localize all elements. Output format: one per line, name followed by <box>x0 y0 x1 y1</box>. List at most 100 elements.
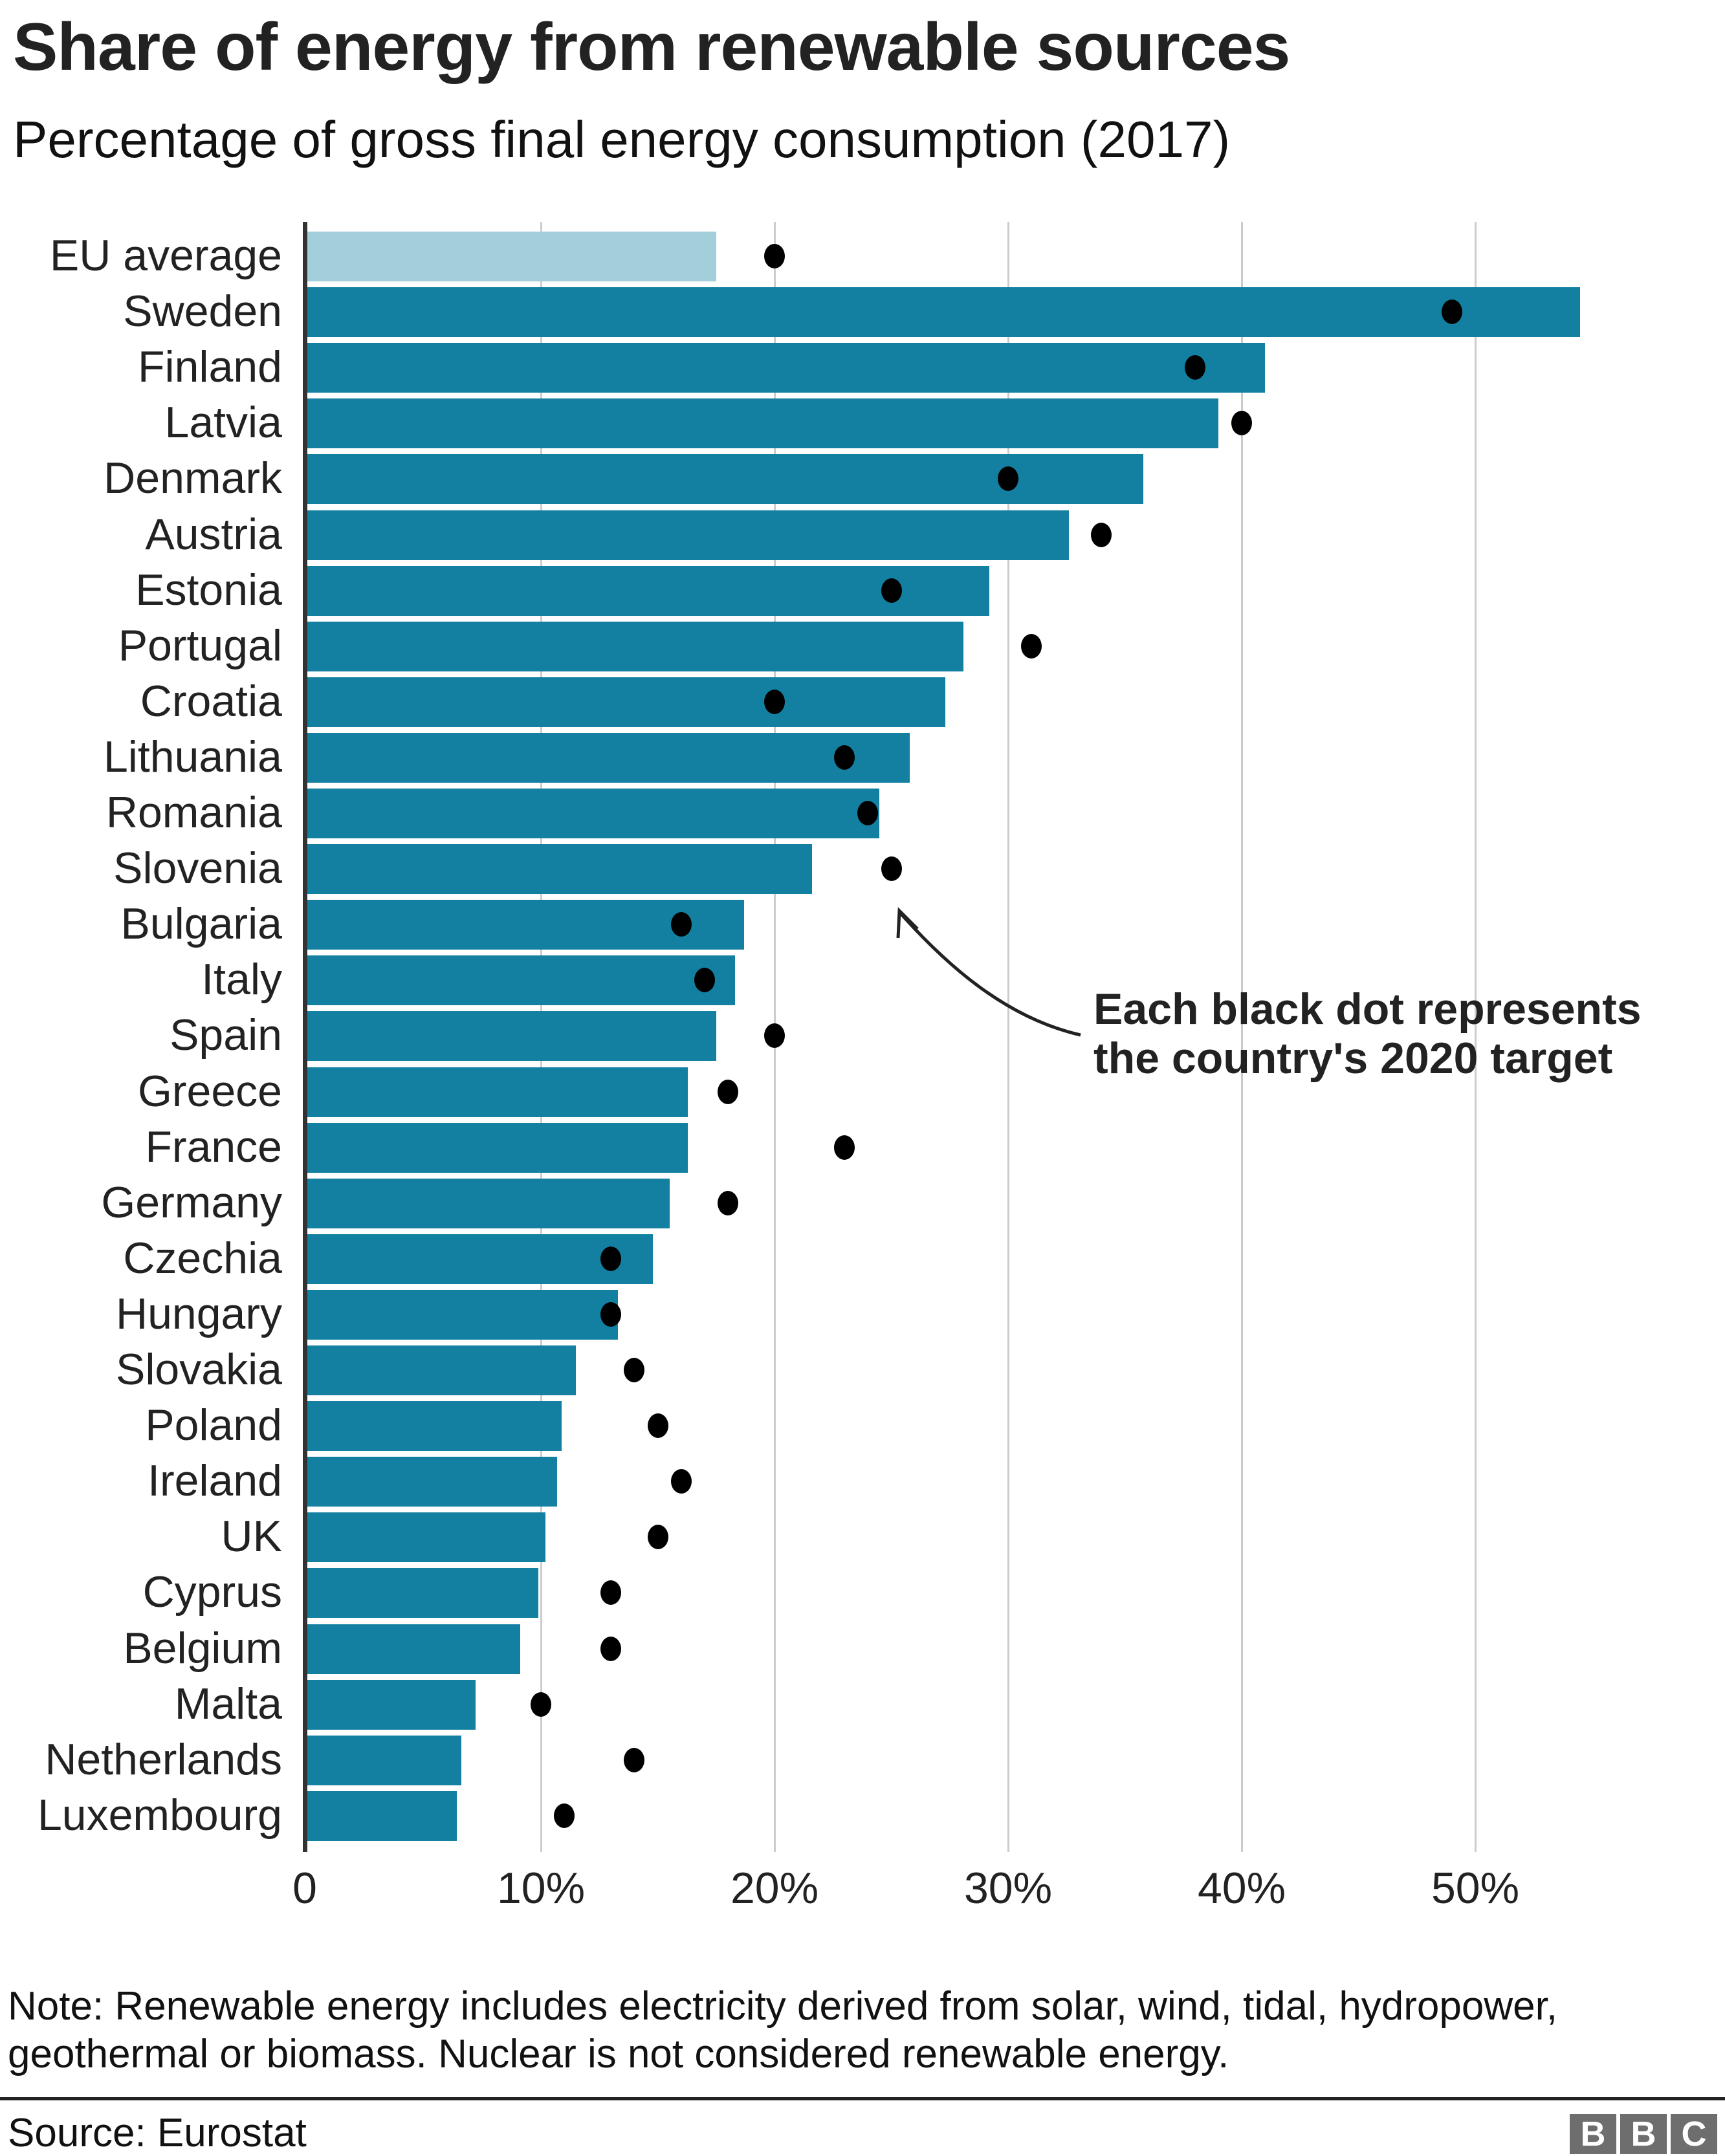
target-dot-icon <box>600 1246 622 1271</box>
target-dot-icon <box>764 1023 785 1049</box>
country-bar <box>307 1457 558 1507</box>
chart-row: Italy <box>0 955 1725 1006</box>
chart-row: Latvia <box>0 398 1725 449</box>
category-label: Greece <box>138 1066 282 1116</box>
country-bar <box>307 565 990 616</box>
country-bar <box>307 789 880 838</box>
chart-row: Denmark <box>0 453 1725 505</box>
country-bar <box>307 1345 577 1395</box>
target-dot-icon <box>554 1803 575 1828</box>
chart-row: Slovakia <box>0 1345 1725 1395</box>
category-label: Romania <box>105 788 282 837</box>
chart-row: Hungary <box>0 1289 1725 1340</box>
country-bar <box>307 1512 546 1563</box>
target-dot-icon <box>717 1190 738 1215</box>
category-label: Spain <box>170 1010 282 1060</box>
category-label: EU average <box>49 231 282 280</box>
country-bar <box>307 1735 462 1785</box>
category-label: Malta <box>174 1679 282 1728</box>
chart-row: Malta <box>0 1679 1725 1730</box>
category-label: UK <box>221 1512 282 1562</box>
country-bar <box>307 1791 457 1841</box>
category-label: Belgium <box>123 1623 282 1673</box>
bbc-logo: B B C <box>1570 2114 1717 2154</box>
category-label: Hungary <box>115 1289 282 1338</box>
chart-row: Luxembourg <box>0 1791 1725 1841</box>
category-label: Germany <box>101 1177 282 1227</box>
target-dot-icon <box>647 1413 668 1439</box>
annotation-line-2: the country's 2020 target <box>1093 1034 1613 1083</box>
x-tick-label: 20% <box>730 1864 819 1913</box>
category-label: Czechia <box>123 1233 282 1283</box>
target-dot-icon <box>834 745 855 770</box>
chart-subtitle: Percentage of gross final energy consump… <box>13 111 1231 168</box>
country-bar <box>307 1234 654 1284</box>
country-bar <box>307 510 1069 560</box>
country-bar <box>307 1011 716 1062</box>
footnote: Note: Renewable energy includes electric… <box>8 1984 1558 2076</box>
country-bar <box>307 677 945 727</box>
bbc-logo-letter: B <box>1570 2114 1616 2154</box>
target-dot-icon <box>531 1692 551 1717</box>
category-label: Estonia <box>135 565 282 615</box>
chart-row: Romania <box>0 788 1725 838</box>
target-dot-icon <box>600 1636 622 1661</box>
x-tick-label: 30% <box>963 1864 1053 1913</box>
country-bar <box>307 1679 476 1730</box>
chart-row: Portugal <box>0 621 1725 671</box>
category-label: Finland <box>137 342 282 392</box>
country-bar <box>307 732 910 783</box>
category-label: Lithuania <box>103 732 282 781</box>
eu-average-bar <box>307 232 716 281</box>
country-bar <box>307 1289 619 1340</box>
category-label: Slovakia <box>115 1345 282 1394</box>
target-dot-icon <box>881 856 902 882</box>
target-dot-icon <box>624 1747 645 1772</box>
target-dot-icon <box>600 1301 622 1327</box>
chart-row: Estonia <box>0 565 1725 616</box>
target-dot-icon <box>1091 522 1112 547</box>
country-bar <box>307 1624 520 1674</box>
chart-row: Cyprus <box>0 1567 1725 1618</box>
country-bar <box>307 1568 539 1618</box>
category-label: Netherlands <box>45 1734 282 1784</box>
target-dot-icon <box>1021 633 1042 659</box>
category-label: France <box>145 1122 282 1171</box>
target-dot-icon <box>998 466 1018 492</box>
country-bar <box>307 1122 688 1173</box>
target-dot-icon <box>857 801 879 825</box>
target-dot-icon <box>717 1079 738 1104</box>
target-dot-icon <box>881 578 902 603</box>
target-dot-icon <box>670 912 692 937</box>
target-dot-icon <box>694 968 715 993</box>
chart-row: EU average <box>0 231 1725 281</box>
target-dot-icon <box>1441 299 1462 325</box>
x-tick-label: 50% <box>1431 1864 1520 1913</box>
chart-row: France <box>0 1122 1725 1173</box>
category-label: Latvia <box>164 398 282 448</box>
country-bar <box>307 955 735 1006</box>
y-axis-line <box>303 222 307 1852</box>
chart-row: Belgium <box>0 1624 1725 1674</box>
country-bar <box>307 343 1266 393</box>
chart-row: Austria <box>0 510 1725 560</box>
target-dot-icon <box>1184 355 1205 380</box>
country-bar <box>307 844 812 895</box>
category-label: Austria <box>145 509 282 559</box>
category-label: Poland <box>145 1400 282 1450</box>
gridline <box>1475 222 1477 1852</box>
x-tick-label: 0 <box>292 1864 317 1913</box>
target-dot-icon <box>624 1358 645 1382</box>
category-label: Croatia <box>140 676 282 726</box>
target-dot-icon <box>647 1525 668 1550</box>
category-label: Cyprus <box>142 1567 282 1617</box>
target-dot-icon <box>600 1580 622 1606</box>
chart-row: Netherlands <box>0 1735 1725 1785</box>
gridline <box>1241 222 1243 1852</box>
bbc-logo-letter: B <box>1620 2114 1667 2154</box>
chart-row: Ireland <box>0 1456 1725 1507</box>
target-dot-icon <box>1231 411 1252 436</box>
category-label: Ireland <box>148 1456 282 1506</box>
country-bar <box>307 1178 670 1228</box>
